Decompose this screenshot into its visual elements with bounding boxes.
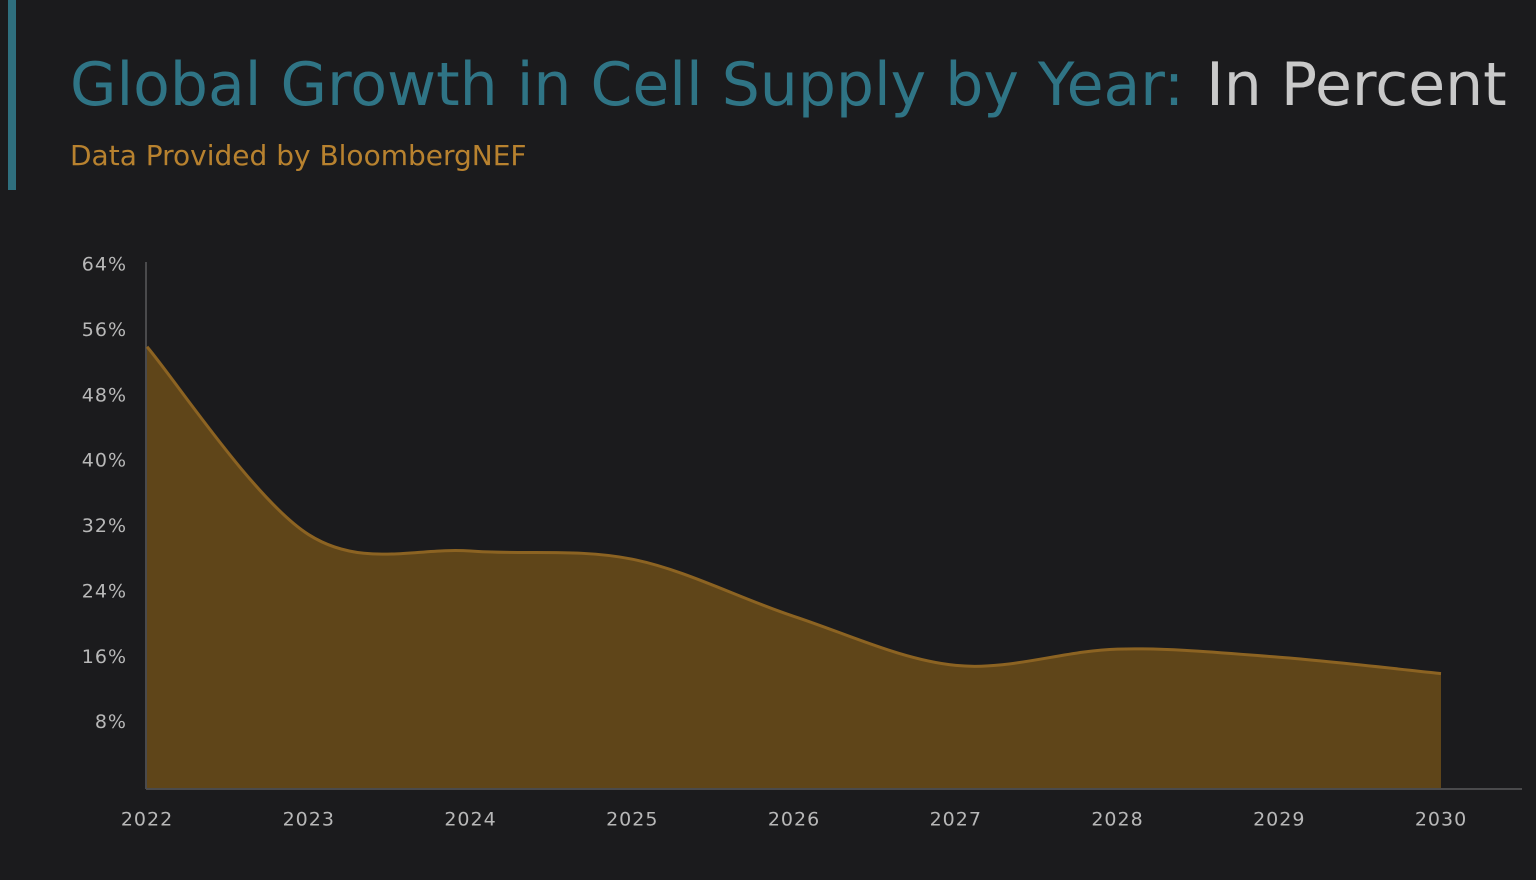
y-tick-label: 24% xyxy=(82,580,127,602)
y-tick-label: 40% xyxy=(82,450,127,472)
x-tick-label: 2029 xyxy=(1253,809,1305,831)
accent-bar xyxy=(8,0,16,190)
title-unit: In Percent xyxy=(1206,50,1507,120)
area xyxy=(147,346,1441,788)
x-tick-label: 2023 xyxy=(283,809,335,831)
x-tick-label: 2026 xyxy=(768,809,820,831)
y-tick-label: 32% xyxy=(82,515,127,537)
y-tick-label: 8% xyxy=(95,711,127,733)
x-tick-label: 2030 xyxy=(1415,809,1467,831)
x-tick-label: 2022 xyxy=(121,809,173,831)
y-tick-label: 56% xyxy=(82,319,127,341)
x-tick-label: 2028 xyxy=(1091,809,1143,831)
x-tick-label: 2025 xyxy=(606,809,658,831)
area-line xyxy=(145,345,1442,676)
y-tick-label: 48% xyxy=(82,384,127,406)
x-tick-label: 2027 xyxy=(930,809,982,831)
x-tick-label: 2024 xyxy=(444,809,496,831)
chart-title: Global Growth in Cell Supply by Year: In … xyxy=(70,50,1507,120)
y-tick-label: 16% xyxy=(82,646,127,668)
title-main: Global Growth in Cell Supply by Year: xyxy=(70,50,1184,120)
subtitle: Data Provided by BloombergNEF xyxy=(70,139,527,172)
y-tick-label: 64% xyxy=(82,254,127,276)
